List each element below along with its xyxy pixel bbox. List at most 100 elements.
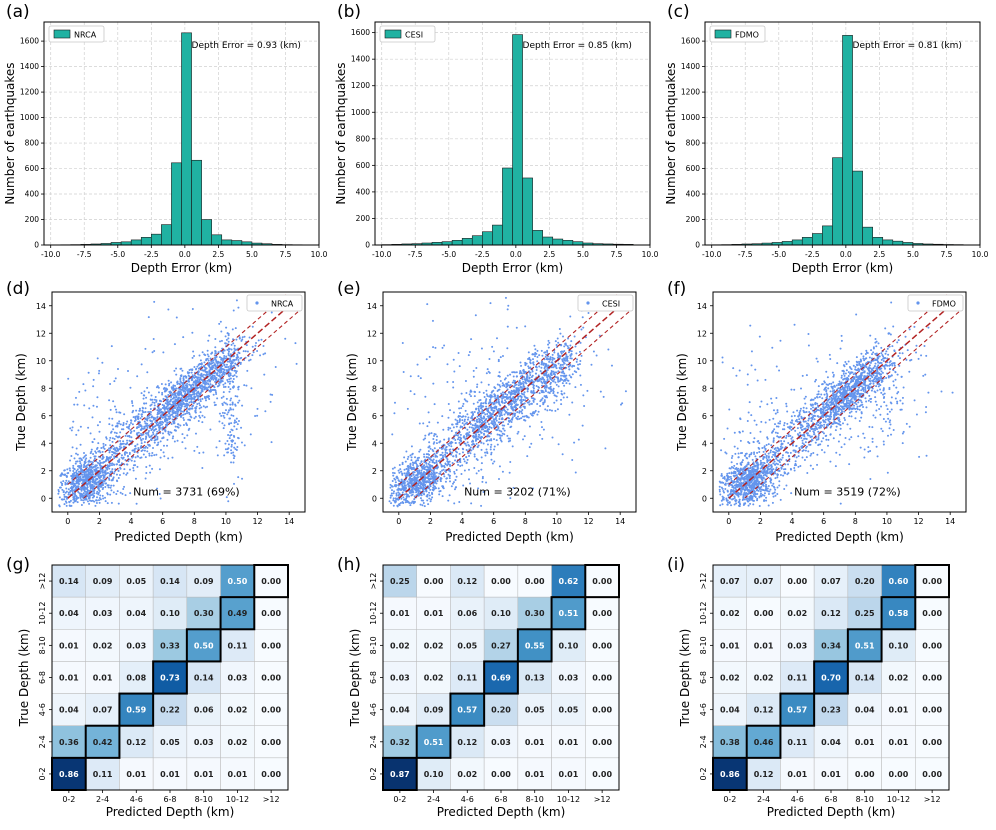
histogram-bar (801, 237, 813, 246)
scatter-point (408, 484, 411, 487)
scatter-point (246, 369, 249, 372)
scatter-point (192, 397, 195, 400)
scatter-point (68, 467, 71, 470)
scatter-point (524, 381, 527, 384)
scatter-point (485, 393, 488, 396)
scatter-point (98, 497, 101, 500)
scatter-point (95, 448, 98, 451)
scatter-point (574, 345, 577, 348)
scatter-point (83, 489, 86, 492)
y-tick-label: 1000 (681, 113, 700, 122)
y-tick-label: 1200 (351, 81, 370, 90)
scatter-point (464, 422, 467, 425)
histogram-bar (191, 159, 202, 246)
scatter-point (117, 460, 120, 463)
scatter-point (560, 403, 563, 406)
scatter-point (78, 478, 81, 481)
scatter-point (227, 340, 230, 343)
scatter-point (162, 426, 165, 429)
scatter-point (142, 411, 145, 414)
scatter-point (102, 486, 105, 489)
scatter-point (200, 362, 203, 365)
scatter-point (229, 374, 232, 377)
scatter-point (148, 443, 151, 446)
legend-swatch (714, 29, 732, 39)
scatter-point (67, 377, 70, 380)
scatter-point (103, 474, 106, 477)
scatter-point (232, 342, 235, 345)
scatter-point (405, 472, 408, 475)
scatter-point (112, 463, 115, 466)
scatter-point (129, 422, 132, 425)
scatter-point (159, 456, 162, 459)
scatter-point (176, 380, 179, 383)
scatter-point (173, 343, 176, 346)
scatter-point (538, 354, 541, 357)
scatter-point (180, 381, 183, 384)
reference-line (83, 310, 300, 499)
y-tick-label: 200 (686, 215, 701, 224)
scatter-point (192, 376, 195, 379)
scatter-point (492, 420, 495, 423)
scatter-point (223, 454, 226, 457)
scatter-point (167, 394, 170, 397)
scatter-point (108, 477, 111, 480)
scatter-point (433, 485, 436, 488)
scatter-point (246, 350, 249, 353)
scatter-point (147, 429, 150, 432)
scatter-point (72, 475, 75, 478)
scatter-point (94, 504, 97, 507)
scatter-point (512, 371, 515, 374)
scatter-point (83, 472, 86, 475)
scatter-point (428, 481, 431, 484)
scatter-point (223, 373, 226, 376)
scatter-point (215, 376, 218, 379)
scatter-point (104, 486, 107, 489)
scatter-point (209, 377, 212, 380)
scatter-point (227, 433, 230, 436)
scatter-point (137, 413, 140, 416)
scatter-point (187, 380, 190, 383)
scatter-point (108, 417, 111, 420)
scatter-point (133, 460, 136, 463)
scatter-point (191, 331, 194, 334)
scatter-point (423, 453, 426, 456)
histogram-bar (852, 170, 863, 246)
scatter-point (567, 337, 570, 340)
scatter-point (80, 498, 83, 501)
scatter-point (204, 406, 207, 409)
scatter-point (134, 456, 137, 459)
scatter-point (225, 397, 228, 400)
scatter-point (234, 369, 237, 372)
scatter-point (127, 369, 130, 372)
scatter-point (139, 417, 142, 420)
scatter-point (389, 486, 392, 489)
scatter-point (427, 503, 430, 506)
scatter-point (97, 476, 100, 479)
scatter-point (75, 447, 78, 450)
scatter-point (145, 402, 148, 405)
scatter-point (429, 447, 432, 450)
scatter-point (458, 452, 461, 455)
scatter-point (499, 436, 502, 439)
scatter-point (185, 403, 188, 406)
scatter-point (155, 399, 158, 402)
scatter-point (407, 501, 410, 504)
scatter-point (79, 475, 82, 478)
y-tick-label: 14 (36, 302, 46, 311)
scatter-point (104, 500, 107, 503)
scatter-point (82, 480, 85, 483)
scatter-point (98, 459, 101, 462)
scatter-point (203, 388, 206, 391)
scatter-point (99, 494, 102, 497)
scatter-point (203, 361, 206, 364)
scatter-point (539, 405, 542, 408)
scatter-point (542, 363, 545, 366)
scatter-point (108, 467, 111, 470)
scatter-point (177, 423, 180, 426)
scatter-point (168, 412, 171, 415)
scatter-point (164, 383, 167, 386)
scatter-point (159, 408, 162, 411)
scatter-point (83, 478, 86, 481)
scatter-point (154, 421, 157, 424)
